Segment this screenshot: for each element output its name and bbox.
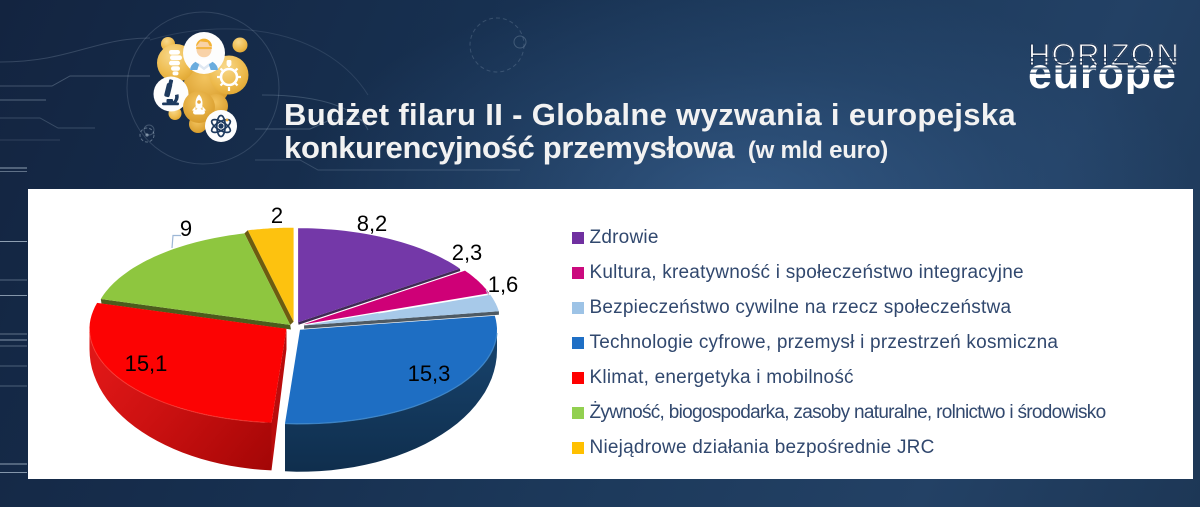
svg-text:2: 2 xyxy=(271,203,283,228)
svg-text:15,1: 15,1 xyxy=(125,351,168,376)
svg-text:1,6: 1,6 xyxy=(488,272,519,297)
svg-text:2,3: 2,3 xyxy=(452,240,483,265)
svg-text:15,3: 15,3 xyxy=(408,361,451,386)
svg-text:8,2: 8,2 xyxy=(357,211,388,236)
svg-text:9: 9 xyxy=(180,216,192,241)
